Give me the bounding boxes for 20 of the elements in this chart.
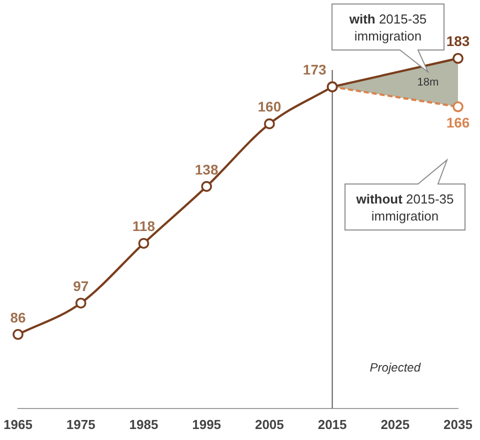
annotation: without 2015-35 immigration: [355, 192, 454, 224]
x-tick-label: 2005: [254, 416, 284, 432]
x-tick-label: 1965: [4, 416, 32, 432]
x-tick-label: 2025: [380, 416, 410, 432]
x-tick-label: 1975: [66, 416, 96, 432]
x-tick-label: 2035: [444, 416, 472, 432]
annotation: 18m: [417, 76, 439, 89]
data-label: 138: [194, 161, 218, 178]
data-label: 166: [446, 114, 470, 131]
text: with 2015-35 immigration: [348, 12, 427, 44]
data-label: 183: [446, 33, 470, 50]
x-tick-label: 1985: [129, 416, 158, 432]
text: Projected: [370, 360, 421, 375]
data-label: 118: [132, 218, 156, 234]
x-tick-label: 1995: [192, 416, 222, 432]
data-label: 160: [258, 98, 282, 115]
data-label: 173: [302, 62, 326, 78]
data-label: 97: [73, 278, 89, 294]
data-label: 86: [10, 309, 26, 326]
x-tick-label: 2015: [318, 416, 347, 432]
